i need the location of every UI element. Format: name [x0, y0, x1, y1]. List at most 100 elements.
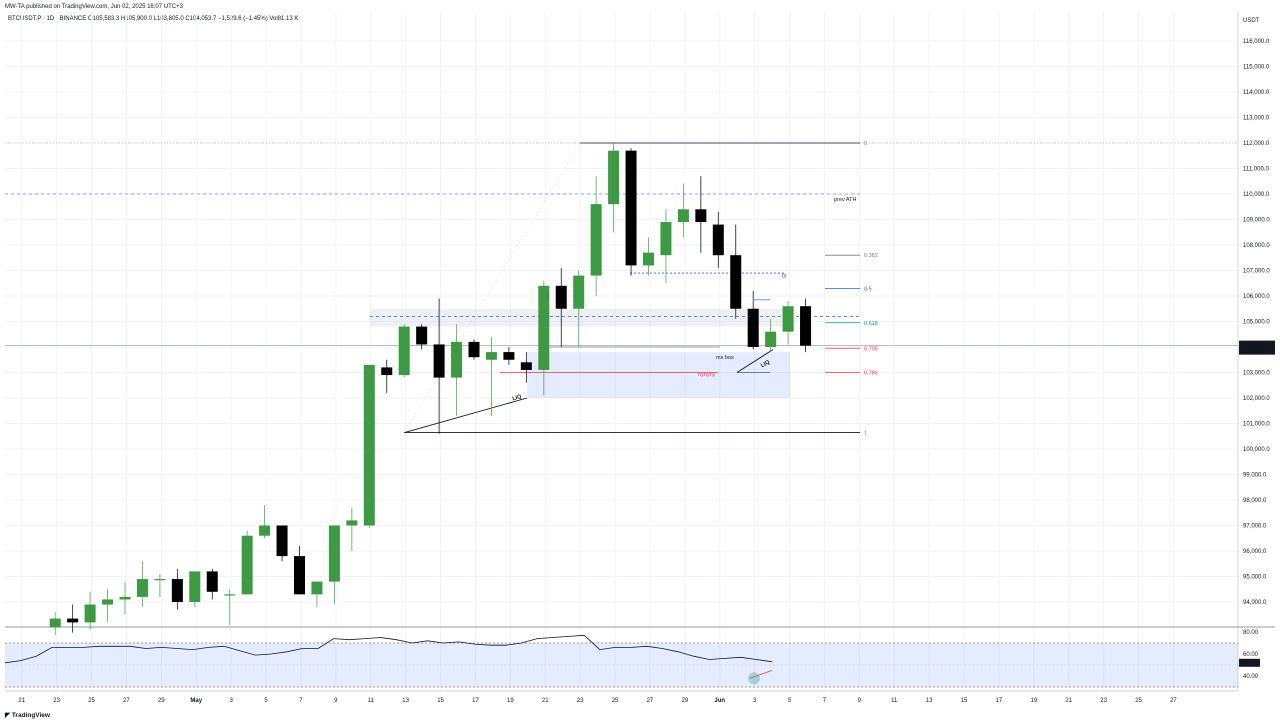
price-tick-label: 109,000.0 [1243, 218, 1270, 224]
fib-label: 0.382 [864, 253, 878, 259]
price-tick-label: 99,000.0 [1243, 473, 1267, 479]
liq-label: LIQ [760, 359, 772, 369]
time-tick-label: 7 [299, 698, 303, 704]
price-tick-label: 97,000.0 [1243, 524, 1267, 530]
time-tick-label: 3 [753, 698, 757, 704]
liq-line-1 [404, 397, 528, 433]
time-tick-label: 21 [542, 698, 549, 704]
price-tick-label: 101,000.0 [1243, 422, 1270, 428]
candle-body [677, 209, 689, 223]
blue-zone [527, 352, 790, 398]
last-price-label: 104,053.7 [1242, 343, 1269, 349]
time-tick-label: 21 [18, 698, 25, 704]
fib-label: 0.786 [864, 371, 878, 377]
candle-body [346, 520, 358, 526]
candle-body [136, 579, 148, 597]
liq-label: LIQ [512, 394, 523, 403]
time-tick-label: 29 [682, 698, 689, 704]
rsi-value-tag [1239, 658, 1260, 667]
time-tick-label: 13 [926, 698, 933, 704]
price-tick-label: 112,000.0 [1243, 141, 1270, 147]
rsi-marker [748, 672, 760, 685]
candle-body [416, 326, 428, 345]
ms-bos-label: ms bos [716, 355, 734, 361]
price-tick-label: 113,000.0 [1243, 116, 1270, 122]
candle-body [538, 285, 550, 370]
time-tick-label: 17 [472, 698, 479, 704]
symbol-ohlc-legend: BTCUSDT.P · 1D · BINANCE O105,583.3 H105… [8, 16, 299, 22]
candle-body [206, 571, 218, 592]
candle-body [119, 596, 131, 600]
time-tick-label: 23 [577, 698, 584, 704]
time-tick-label: 15 [437, 698, 444, 704]
time-tick-label: 27 [1170, 698, 1177, 704]
candle-body [712, 224, 724, 256]
candle-body [800, 306, 812, 346]
price-tick-label: 98,000.0 [1243, 498, 1267, 504]
fib-label: 0 [864, 141, 867, 147]
fib-label: 0.618 [864, 321, 878, 327]
fib-trend [403, 142, 581, 433]
time-tick-label: May [190, 698, 202, 704]
time-tick-label: 11 [891, 698, 898, 704]
time-tick-label: 25 [1135, 698, 1142, 704]
price-axis: 94,000.0 95,000.0 96,000.0 97,000.0 98,000.0… [1239, 18, 1275, 680]
candle-body [520, 362, 532, 370]
time-tick-label: 17 [996, 698, 1003, 704]
price-axis-unit: USDT [1243, 18, 1260, 24]
candle-body [171, 579, 183, 602]
candle-body [660, 222, 672, 256]
candle-body [608, 150, 620, 205]
time-tick-label: 9 [334, 698, 338, 704]
price-tick-label: 107,000.0 [1243, 269, 1270, 275]
candle-body [224, 594, 236, 596]
rsi-tick-label: 80.00 [1243, 630, 1259, 636]
price-tick-label: 115,000.0 [1243, 65, 1270, 71]
rsi-tick-label: 40.00 [1243, 674, 1259, 680]
candle-body [67, 618, 79, 623]
candle-body [398, 326, 410, 376]
time-tick-label: 21 [1065, 698, 1072, 704]
candle-body [294, 556, 305, 595]
fib-label: 0.705 [864, 346, 878, 352]
fib-label: 0.5 [864, 286, 872, 292]
tradingview-brand: TradingView [11, 712, 50, 719]
last-price-tag [1239, 340, 1275, 355]
candle-body [433, 344, 445, 378]
price-tick-label: 114,000.0 [1243, 90, 1270, 96]
candle-body [555, 285, 567, 309]
price-tick-label: 105,000.0 [1243, 320, 1270, 326]
candle-body [643, 252, 654, 266]
time-tick-label: 5 [788, 698, 792, 704]
publisher-caption: MW-TA published on TradingView.com, Jun … [5, 4, 183, 10]
time-tick-label: 23 [1100, 698, 1107, 704]
candle-body [49, 618, 61, 628]
liq-line-2 [736, 349, 774, 373]
candle-body [259, 525, 271, 536]
fib-label: 1 [864, 430, 867, 436]
tradingview-logo: ◤ TradingView [5, 711, 50, 719]
candle-body [241, 535, 253, 595]
price-tick-label: 96,000.0 [1243, 549, 1267, 555]
time-tick-label: 13 [402, 698, 409, 704]
candle-body [451, 341, 463, 378]
candle-body [276, 525, 288, 557]
time-tick-label: 3 [229, 698, 233, 704]
price-tick-label: 108,000.0 [1243, 243, 1270, 249]
time-tick-label: Jun [714, 698, 725, 704]
candle-body [573, 275, 585, 309]
candles [49, 143, 812, 636]
time-axis: 21 23 25 27 29 May 3 5 7 9 11 13 15 17 19 21 23 25 27 29 Jun… [18, 698, 1177, 704]
candle-body [747, 308, 759, 347]
candle-body [84, 604, 96, 623]
candle-body [503, 352, 515, 360]
candle-body [311, 581, 323, 595]
zones [370, 308, 790, 398]
time-tick-label: 25 [88, 698, 95, 704]
candle-body [765, 331, 777, 347]
time-tick-label: 15 [961, 698, 968, 704]
time-tick-label: 19 [507, 698, 514, 704]
rsi-line [4, 634, 773, 685]
countdown-label: 10:52:52 [1242, 349, 1266, 355]
